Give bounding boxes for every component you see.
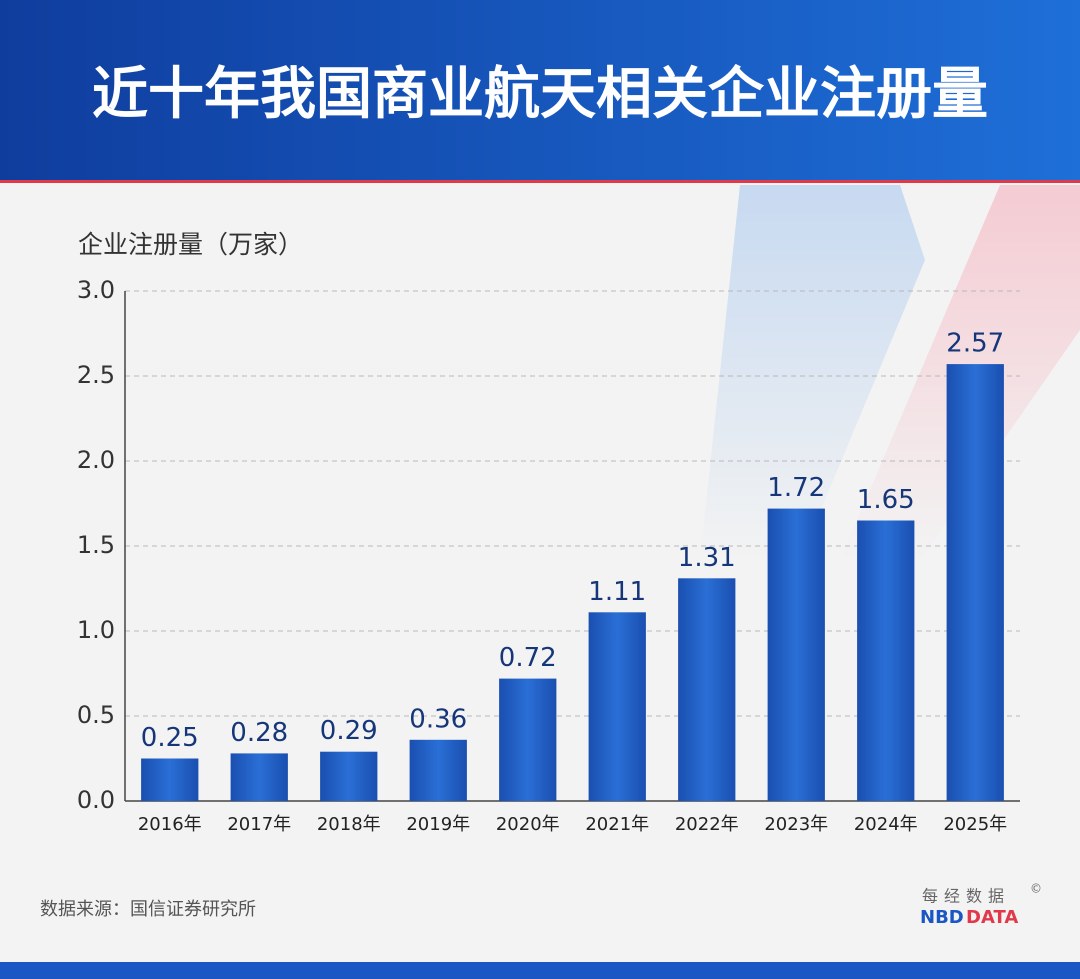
value-label: 1.11 <box>588 577 646 607</box>
x-tick-label: 2025年 <box>943 814 1007 835</box>
bar <box>499 678 557 801</box>
x-tick-label: 2018年 <box>317 814 381 835</box>
brand-en: DATA <box>966 907 1018 928</box>
x-tick-label: 2021年 <box>585 814 649 835</box>
y-tick-label: 1.0 <box>77 616 115 644</box>
x-tick-label: 2017年 <box>227 814 291 835</box>
y-tick-label: 2.0 <box>77 446 115 474</box>
bar <box>678 578 736 801</box>
bar <box>946 364 1004 801</box>
value-label: 0.29 <box>320 716 378 746</box>
brand-cn: 每经数据 <box>922 887 1010 906</box>
brand-mark: © <box>1030 882 1042 896</box>
x-tick-label: 2019年 <box>406 814 470 835</box>
value-label: 0.36 <box>409 704 467 734</box>
y-tick-label: 2.5 <box>77 361 115 389</box>
y-tick-label: 3.0 <box>77 276 115 304</box>
header <box>0 0 1080 180</box>
x-tick-label: 2023年 <box>764 814 828 835</box>
bar <box>857 520 915 801</box>
bar <box>141 758 199 801</box>
y-tick-label: 0.5 <box>77 701 115 729</box>
value-label: 0.25 <box>141 723 199 753</box>
value-label: 0.28 <box>230 718 288 748</box>
x-tick-label: 2022年 <box>675 814 739 835</box>
y-axis-label: 企业注册量（万家） <box>78 230 303 259</box>
footer-band <box>0 962 1080 979</box>
y-tick-label: 1.5 <box>77 531 115 559</box>
bar <box>409 739 467 801</box>
value-label: 2.57 <box>946 329 1004 359</box>
value-label: 1.72 <box>767 473 825 503</box>
bar <box>767 508 825 801</box>
value-label: 1.65 <box>857 485 915 515</box>
bar <box>230 753 288 801</box>
bar <box>588 612 646 801</box>
chart-title: 近十年我国商业航天相关企业注册量 <box>92 62 988 127</box>
value-label: 0.72 <box>499 643 557 673</box>
x-tick-label: 2024年 <box>854 814 918 835</box>
x-tick-label: 2020年 <box>496 814 560 835</box>
header-rule <box>0 180 1080 183</box>
decor-blue <box>700 185 925 560</box>
x-tick-label: 2016年 <box>138 814 202 835</box>
bar <box>320 751 378 801</box>
value-label: 1.31 <box>678 543 736 573</box>
source: 数据来源：国信证券研究所 <box>40 899 256 920</box>
y-tick-label: 0.0 <box>77 786 115 814</box>
brand-en: NBD <box>920 907 964 928</box>
